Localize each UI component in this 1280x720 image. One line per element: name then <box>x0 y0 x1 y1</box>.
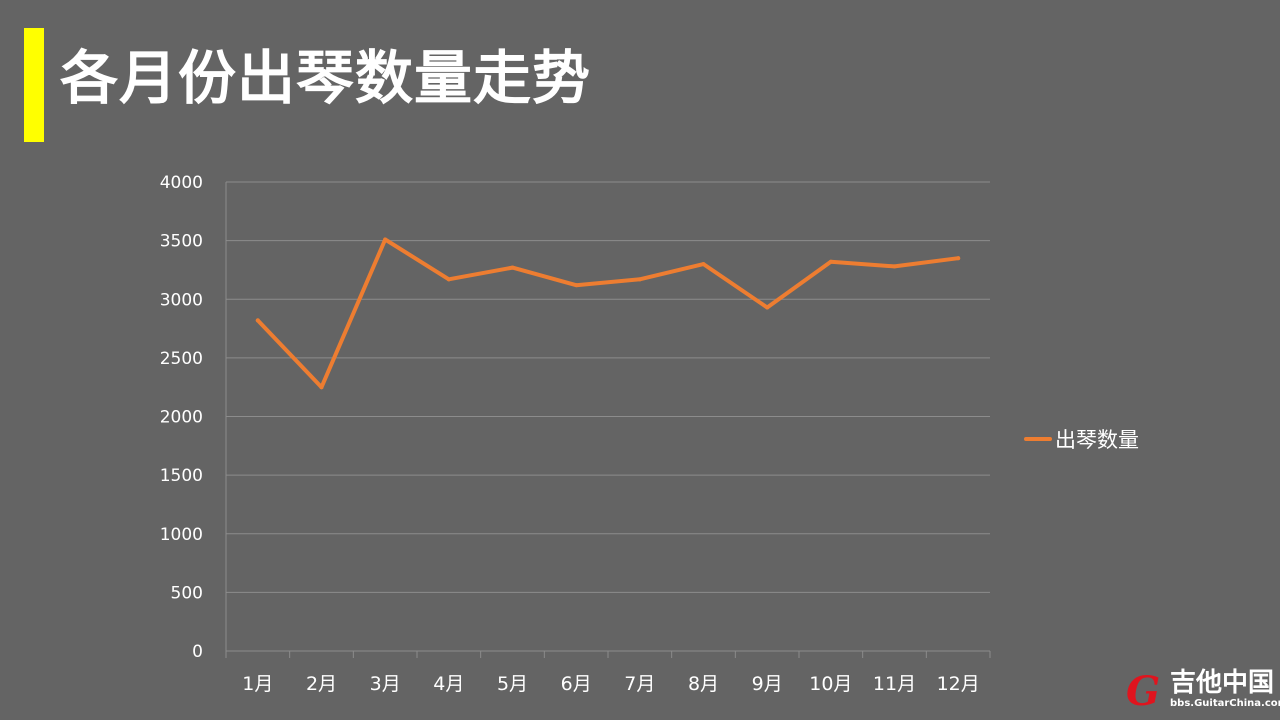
slide-title: 各月份出琴数量走势 <box>60 44 592 112</box>
x-tick-label: 1月 <box>242 673 273 695</box>
y-tick-label: 4000 <box>160 173 203 193</box>
logo-mark: G <box>1126 668 1161 715</box>
x-tick-label: 7月 <box>624 673 655 695</box>
y-tick-label: 500 <box>171 583 203 603</box>
data-point <box>446 277 451 282</box>
y-tick-label: 3000 <box>160 290 203 310</box>
series-line <box>255 237 961 390</box>
x-tick-label: 5月 <box>497 673 528 695</box>
y-tick-label: 2500 <box>160 349 203 369</box>
data-point <box>383 237 388 242</box>
x-tick-label: 12月 <box>937 673 980 695</box>
data-point <box>956 256 961 261</box>
data-point <box>892 264 897 269</box>
data-point <box>765 305 770 310</box>
logo-url: bbs.GuitarChina.com <box>1170 698 1280 709</box>
data-point <box>510 265 515 270</box>
data-point <box>255 318 260 323</box>
title-accent-bar <box>24 28 44 142</box>
x-tick-label: 9月 <box>752 673 783 695</box>
x-tick-label: 11月 <box>873 673 916 695</box>
site-logo: G 吉他中国 bbs.GuitarChina.com <box>1126 668 1280 716</box>
y-tick-label: 1000 <box>160 525 203 545</box>
x-tick-label: 8月 <box>688 673 719 695</box>
x-tick-label: 3月 <box>370 673 401 695</box>
x-tick-label: 6月 <box>561 673 592 695</box>
data-point <box>319 385 324 390</box>
y-tick-label: 3500 <box>160 232 203 252</box>
y-tick-label: 1500 <box>160 466 203 486</box>
logo-text: 吉他中国 <box>1170 668 1275 698</box>
x-tick-label: 2月 <box>306 673 337 695</box>
legend-label: 出琴数量 <box>1055 428 1139 452</box>
x-tick-label: 10月 <box>809 673 852 695</box>
y-tick-label: 0 <box>192 642 203 662</box>
x-tick-label: 4月 <box>433 673 464 695</box>
y-tick-label: 2000 <box>160 408 203 428</box>
data-point <box>701 262 706 267</box>
data-point <box>637 277 642 282</box>
data-point <box>828 259 833 264</box>
data-point <box>574 283 579 288</box>
